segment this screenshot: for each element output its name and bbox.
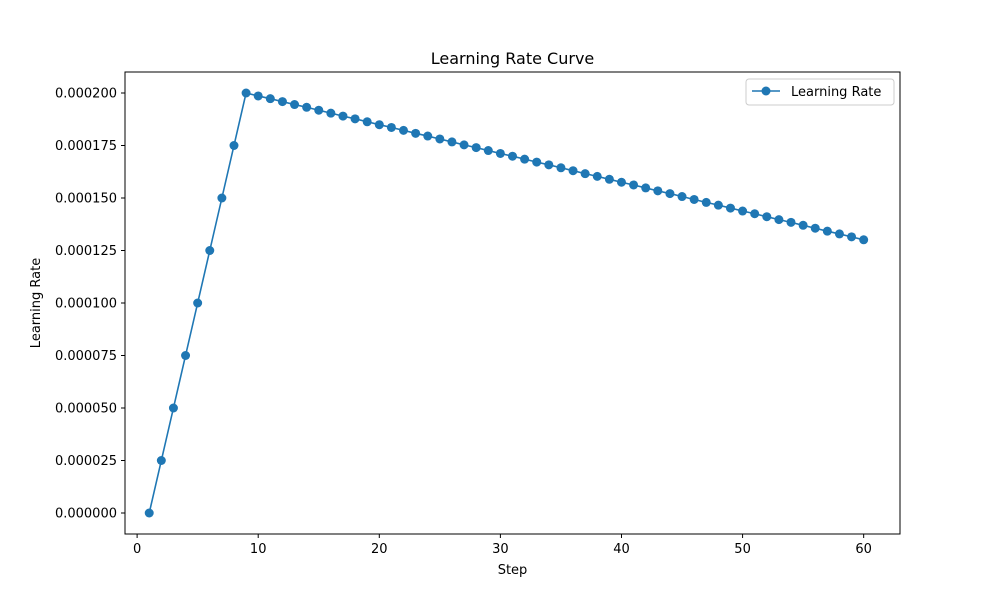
y-tick-label: 0.000125 (55, 244, 117, 259)
data-point (616, 177, 626, 187)
y-axis: 0.000000 0.000025 0.000050 0.000075 0.000100… (55, 87, 125, 522)
data-point (665, 189, 675, 199)
plot-area (144, 88, 869, 518)
series-line (148, 92, 864, 514)
data-point (411, 128, 421, 138)
data-point (701, 197, 711, 207)
data-point (786, 217, 796, 227)
x-tick-label: 10 (250, 542, 267, 557)
data-point (265, 94, 275, 104)
data-point (338, 111, 348, 121)
data-point (810, 223, 820, 233)
data-point (629, 180, 639, 190)
data-point (677, 192, 687, 202)
data-point (847, 232, 857, 242)
data-point (144, 508, 154, 518)
data-point (738, 206, 748, 216)
data-point (302, 102, 312, 112)
x-tick-label: 50 (734, 542, 751, 557)
y-tick-label: 0.000200 (55, 87, 117, 102)
data-point (399, 125, 409, 135)
data-point (520, 154, 530, 164)
data-point (253, 91, 263, 101)
data-point (181, 351, 191, 360)
x-tick-label: 60 (855, 542, 872, 557)
x-tick-label: 40 (613, 542, 630, 557)
data-point (156, 456, 166, 465)
legend-label: Learning Rate (791, 85, 881, 100)
data-point (834, 229, 844, 239)
y-tick-label: 0.000175 (55, 139, 117, 154)
data-point (483, 146, 493, 156)
data-point (532, 157, 542, 167)
data-point (713, 200, 723, 210)
data-point (471, 143, 481, 153)
data-point (556, 163, 566, 173)
data-point (459, 140, 469, 150)
data-point (725, 203, 735, 213)
data-point (435, 134, 445, 144)
chart-title: Learning Rate Curve (431, 49, 595, 68)
data-point (229, 141, 239, 150)
data-point (508, 151, 517, 161)
data-point (544, 160, 554, 170)
y-tick-label: 0.000150 (55, 192, 117, 207)
data-point (750, 209, 760, 219)
data-point (495, 148, 505, 158)
x-axis-title: Step (498, 563, 528, 578)
y-tick-label: 0.000075 (55, 349, 117, 364)
y-tick-label: 0.000025 (55, 454, 117, 469)
legend: Learning Rate (745, 78, 895, 106)
x-tick-label: 20 (371, 542, 388, 557)
data-point (859, 235, 869, 245)
data-point (822, 226, 832, 236)
data-point (580, 169, 590, 179)
data-point (423, 131, 433, 141)
data-point (689, 194, 699, 204)
x-axis: 0 10 20 30 40 50 60 (133, 534, 872, 557)
legend-box (745, 78, 895, 106)
data-point (592, 171, 602, 181)
legend-marker-swatch (761, 86, 771, 96)
y-tick-label: 0.000050 (55, 402, 117, 417)
data-point (641, 183, 651, 193)
y-tick-label: 0.000000 (55, 507, 117, 522)
data-point (217, 193, 227, 203)
data-point (168, 403, 178, 413)
data-point (350, 114, 360, 124)
axes-frame (124, 71, 901, 535)
data-point (447, 137, 457, 147)
data-point (193, 298, 203, 308)
x-tick-label: 30 (492, 542, 509, 557)
y-tick-label: 0.000100 (55, 297, 117, 312)
data-point (277, 97, 287, 107)
x-tick-label: 0 (133, 542, 141, 557)
y-axis-title: Learning Rate (29, 258, 44, 348)
data-point (290, 100, 300, 110)
data-point (386, 122, 396, 132)
data-point (326, 108, 336, 118)
data-point (241, 88, 251, 98)
data-point (762, 212, 772, 222)
data-point (314, 105, 324, 115)
data-point (774, 215, 784, 225)
data-point (653, 186, 663, 196)
data-point (374, 120, 384, 130)
data-point (205, 246, 215, 255)
data-point (604, 174, 614, 184)
data-point (798, 220, 808, 230)
data-point (568, 166, 578, 176)
data-point (362, 117, 372, 127)
